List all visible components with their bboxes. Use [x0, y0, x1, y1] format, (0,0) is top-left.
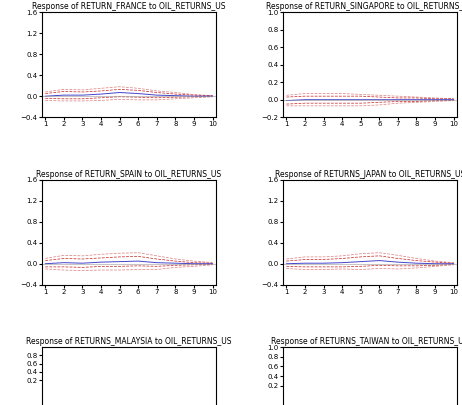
Title: Response of RETURN_SINGAPORE to OIL_RETURNS_US: Response of RETURN_SINGAPORE to OIL_RETU… [266, 2, 462, 11]
Title: Response of RETURNS_TAIWAN to OIL_RETURNS_US: Response of RETURNS_TAIWAN to OIL_RETURN… [271, 337, 462, 346]
Title: Response of RETURN_FRANCE to OIL_RETURNS_US: Response of RETURN_FRANCE to OIL_RETURNS… [32, 2, 225, 11]
Title: Response of RETURNS_JAPAN to OIL_RETURNS_US: Response of RETURNS_JAPAN to OIL_RETURNS… [275, 170, 462, 179]
Title: Response of RETURN_SPAIN to OIL_RETURNS_US: Response of RETURN_SPAIN to OIL_RETURNS_… [36, 170, 221, 179]
Title: Response of RETURNS_MALAYSIA to OIL_RETURNS_US: Response of RETURNS_MALAYSIA to OIL_RETU… [26, 337, 231, 346]
